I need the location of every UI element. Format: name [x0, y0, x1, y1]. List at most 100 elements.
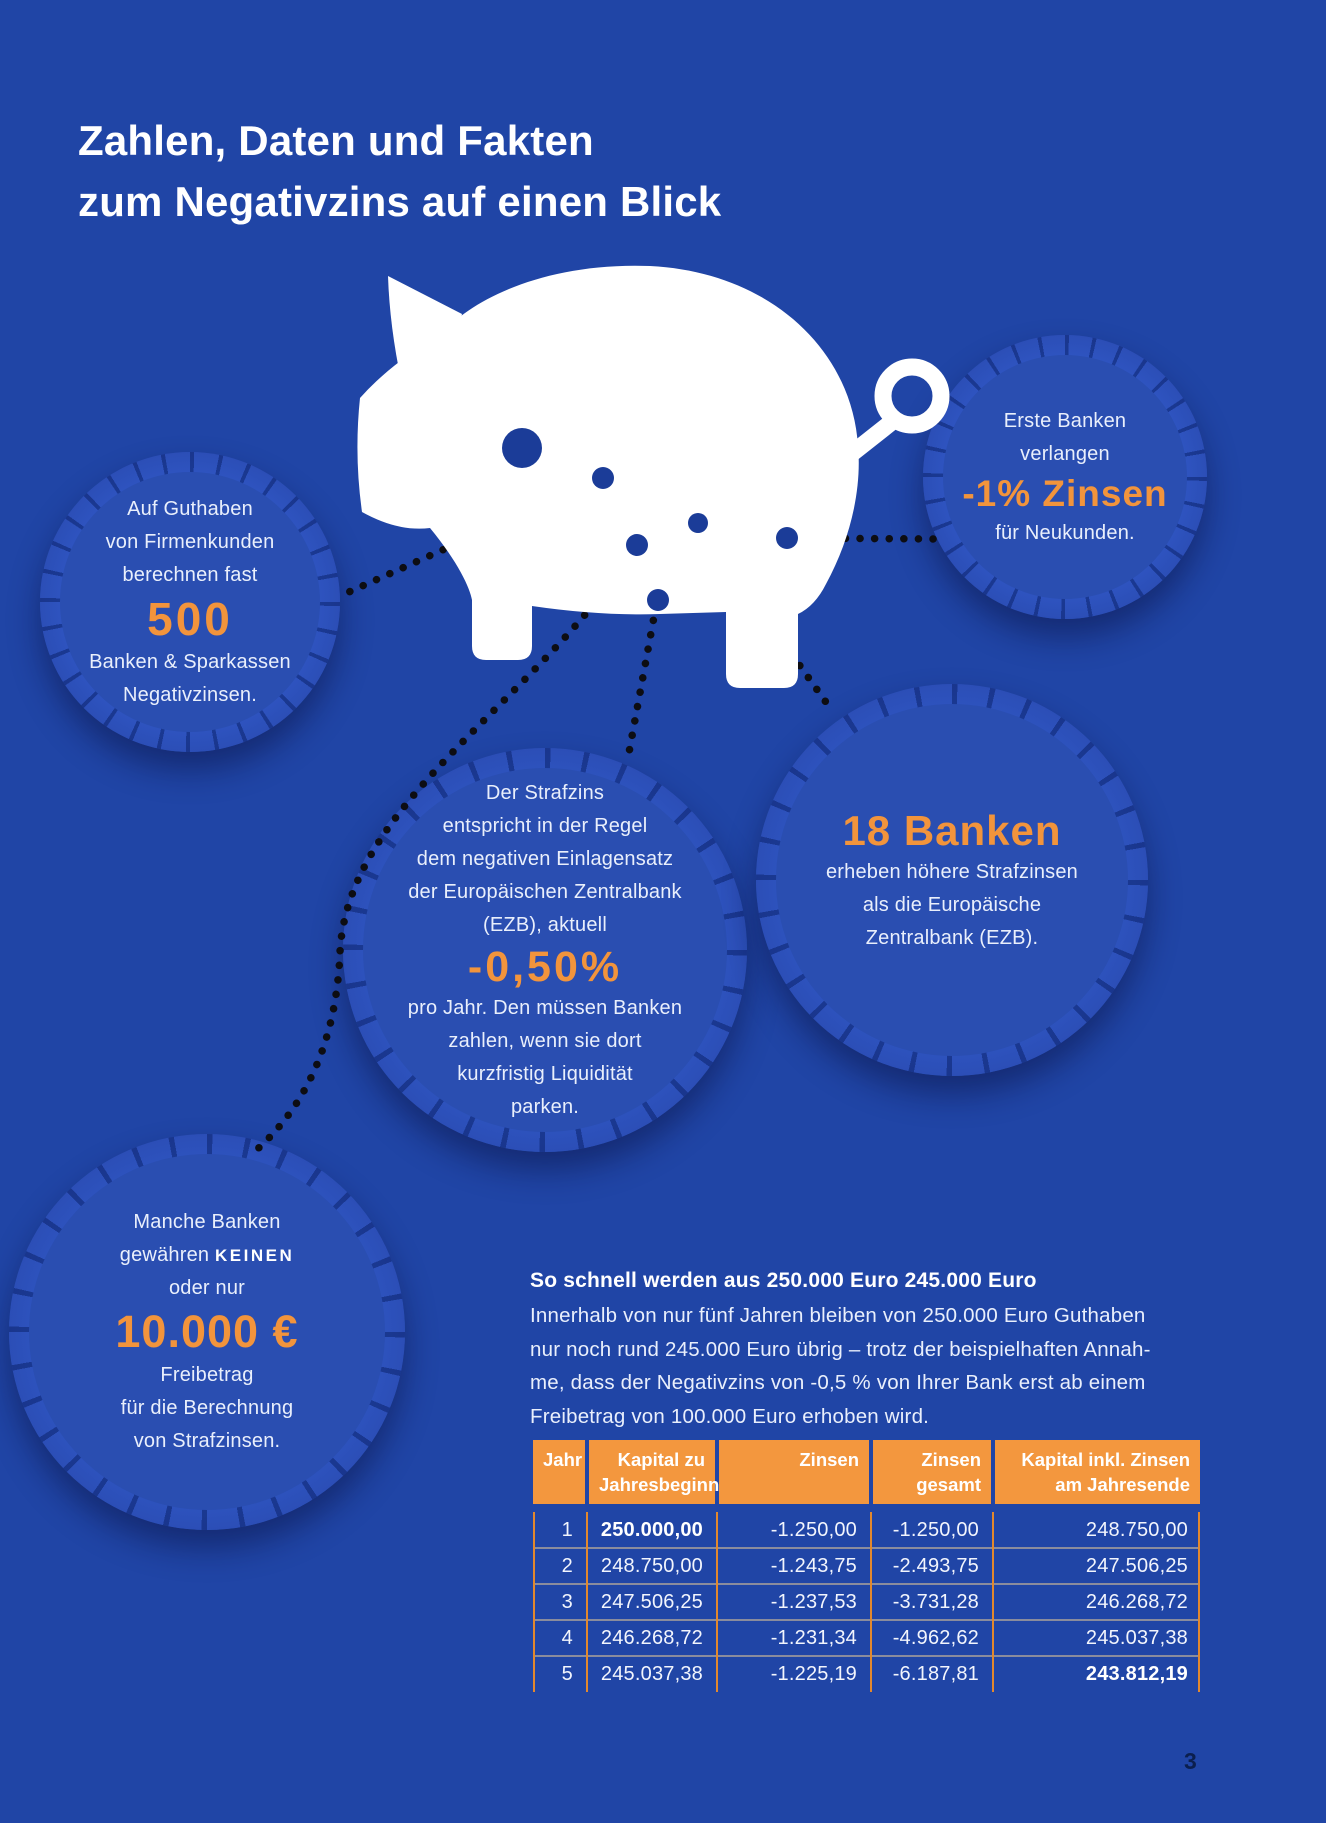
- paragraph-line: nur noch rund 245.000 Euro übrig – trotz…: [530, 1337, 1151, 1361]
- bubble-erste-banken: Erste Banken verlangen -1% Zinsen für Ne…: [923, 335, 1207, 619]
- cell-kapital-ende: 248.750,00: [1085, 1518, 1188, 1541]
- cell-zinsen-gesamt: -1.250,00: [892, 1518, 979, 1541]
- cell-jahr: 4: [561, 1626, 573, 1649]
- fact-text: Der Strafzins: [485, 781, 605, 804]
- fact-text: gewähren: [119, 1244, 215, 1266]
- fact-text: Manche Banken: [133, 1211, 281, 1233]
- page-number: 3: [1184, 1748, 1197, 1774]
- table-header-row: Jahr Kapital zu Jahresbeginn Zinsen Zins…: [533, 1440, 1200, 1504]
- fact-text: pro Jahr. Den müssen Banken: [407, 996, 683, 1019]
- paragraph-line: me, dass der Negativzins von -0,5 % von …: [530, 1371, 1146, 1394]
- paragraph-line: Innerhalb von nur fünf Jahren bleiben vo…: [530, 1304, 1146, 1327]
- cell-kapital-ende: 247.506,25: [1085, 1554, 1188, 1577]
- section-paragraph: Innerhalb von nur fünf Jahren bleiben vo…: [530, 1299, 1151, 1433]
- section-headline: So schnell werden aus 250.000 Euro 245.0…: [530, 1269, 1037, 1292]
- row-divider: [533, 1655, 1200, 1657]
- column-divider: [716, 1512, 718, 1692]
- fact-text: (EZB), aktuell: [483, 913, 607, 936]
- table-header-zinsen-gesamt: Zinsen gesamt: [873, 1440, 991, 1504]
- cell-jahr: 2: [561, 1554, 573, 1577]
- cell-kapital-ende: 243.812,19: [1085, 1662, 1188, 1685]
- cell-zinsen-gesamt: -6.187,81: [892, 1662, 979, 1685]
- fact-text: der Europäischen Zentralbank: [408, 880, 682, 903]
- fact-text: Freibetrag: [160, 1364, 254, 1386]
- fact-text: verlangen: [1020, 442, 1110, 465]
- cell-kapital-beginn: 246.268,72: [600, 1626, 703, 1649]
- table-row: 2 248.750,00 -1.243,75 -2.493,75 247.506…: [533, 1548, 1200, 1584]
- pig-eye: [502, 428, 542, 468]
- fact-text: Auf Guthaben: [127, 497, 253, 520]
- fact-text: berechnen fast: [122, 563, 258, 586]
- cell-jahr: 3: [561, 1590, 573, 1613]
- fact-text: Erste Banken: [1003, 409, 1127, 432]
- fact-text: gewähren KEINEN: [120, 1239, 294, 1272]
- column-divider: [870, 1512, 872, 1692]
- fact-highlight-18-banken: 18 Banken: [842, 806, 1062, 854]
- page-title: Zahlen, Daten und Fakten zum Negativzins…: [78, 110, 721, 232]
- pig-tail-loop: [874, 358, 950, 434]
- cell-jahr: 5: [561, 1662, 573, 1685]
- fact-highlight-500: 500: [147, 592, 233, 645]
- cell-zinsen: -1.250,00: [770, 1518, 857, 1541]
- fact-text: für Neukunden.: [995, 521, 1135, 544]
- column-divider: [1198, 1512, 1200, 1692]
- table-row: 1 250.000,00 -1.250,00 -1.250,00 248.750…: [533, 1512, 1200, 1548]
- piggy-bank-illustration: [357, 265, 950, 688]
- pig-anchor-dots: [592, 467, 798, 611]
- fact-text: parken.: [510, 1095, 580, 1118]
- fact-text: von Strafzinsen.: [133, 1430, 281, 1452]
- pig-ear: [388, 276, 462, 402]
- bubble-500-banken: Auf Guthaben von Firmenkunden berechnen …: [40, 452, 340, 752]
- connector-to-18-banken-bubble: [694, 519, 837, 716]
- table-header-kapital-jahresende: Kapital inkl. Zinsen am Jahresende: [995, 1440, 1200, 1504]
- page-title-line2: zum Negativzins auf einen Blick: [78, 178, 722, 226]
- connector-to-strafzins-bubble: [624, 602, 660, 762]
- bubble-freibetrag: Manche Banken gewähren KEINEN oder nur 1…: [9, 1134, 405, 1530]
- table-body: 1 250.000,00 -1.250,00 -1.250,00 248.750…: [533, 1512, 1200, 1692]
- pig-body: [357, 265, 859, 688]
- cell-zinsen: -1.231,34: [770, 1626, 857, 1649]
- fact-text: Negativzinsen.: [123, 683, 257, 706]
- table-header-jahr: Jahr: [533, 1440, 585, 1504]
- table-header-kapital-jahresbeginn: Kapital zu Jahresbeginn: [589, 1440, 719, 1504]
- fact-text: als die Europäische: [862, 893, 1042, 916]
- cell-kapital-beginn: 247.506,25: [600, 1590, 703, 1613]
- cell-zinsen: -1.243,75: [770, 1554, 857, 1577]
- cell-kapital-beginn: 248.750,00: [600, 1554, 703, 1577]
- column-divider: [586, 1512, 588, 1692]
- row-divider: [533, 1619, 1200, 1621]
- fact-text: kurzfristig Liquidität: [457, 1062, 633, 1085]
- cell-kapital-beginn: 245.037,38: [600, 1662, 703, 1685]
- fact-text: erheben höhere Strafzinsen: [825, 860, 1079, 883]
- cell-zinsen: -1.237,53: [770, 1590, 857, 1613]
- fact-text: oder nur: [168, 1277, 246, 1299]
- fact-text: Zentralbank (EZB).: [865, 926, 1039, 949]
- fact-text: für die Berechnung: [120, 1397, 294, 1419]
- bubble-strafzins: Der Strafzins entspricht in der Regel de…: [343, 748, 747, 1152]
- connector-to-erste-banken-bubble: [783, 534, 939, 543]
- paragraph-line: Freibetrag von 100.000 Euro erhoben wird…: [530, 1404, 930, 1428]
- cell-zinsen-gesamt: -3.731,28: [892, 1590, 979, 1613]
- table-row: 4 246.268,72 -1.231,34 -4.962,62 245.037…: [533, 1620, 1200, 1656]
- fact-text: zahlen, wenn sie dort: [448, 1029, 642, 1052]
- table-row: 5 245.037,38 -1.225,19 -6.187,81 243.812…: [533, 1656, 1200, 1692]
- fact-text: dem negativen Einlagensatz: [416, 847, 674, 870]
- fact-text: entspricht in der Regel: [442, 814, 648, 837]
- page-title-line1: Zahlen, Daten und Fakten: [78, 117, 594, 165]
- table-header-zinsen: Zinsen: [719, 1440, 869, 1504]
- fact-text-keinen: KEINEN: [214, 1246, 295, 1265]
- column-divider: [533, 1512, 535, 1692]
- column-divider: [992, 1512, 994, 1692]
- connector-to-500-bubble: [336, 474, 607, 600]
- cell-kapital-beginn: 250.000,00: [600, 1518, 703, 1541]
- cell-zinsen-gesamt: -4.962,62: [892, 1626, 979, 1649]
- cell-zinsen: -1.225,19: [770, 1662, 857, 1685]
- cell-kapital-ende: 246.268,72: [1085, 1590, 1188, 1613]
- pig-tail: [841, 412, 902, 464]
- cell-kapital-ende: 245.037,38: [1085, 1626, 1188, 1649]
- row-divider: [533, 1547, 1200, 1549]
- table-row: 3 247.506,25 -1.237,53 -3.731,28 246.268…: [533, 1584, 1200, 1620]
- fact-highlight-10000: 10.000 €: [115, 1306, 299, 1357]
- cell-jahr: 1: [561, 1518, 573, 1541]
